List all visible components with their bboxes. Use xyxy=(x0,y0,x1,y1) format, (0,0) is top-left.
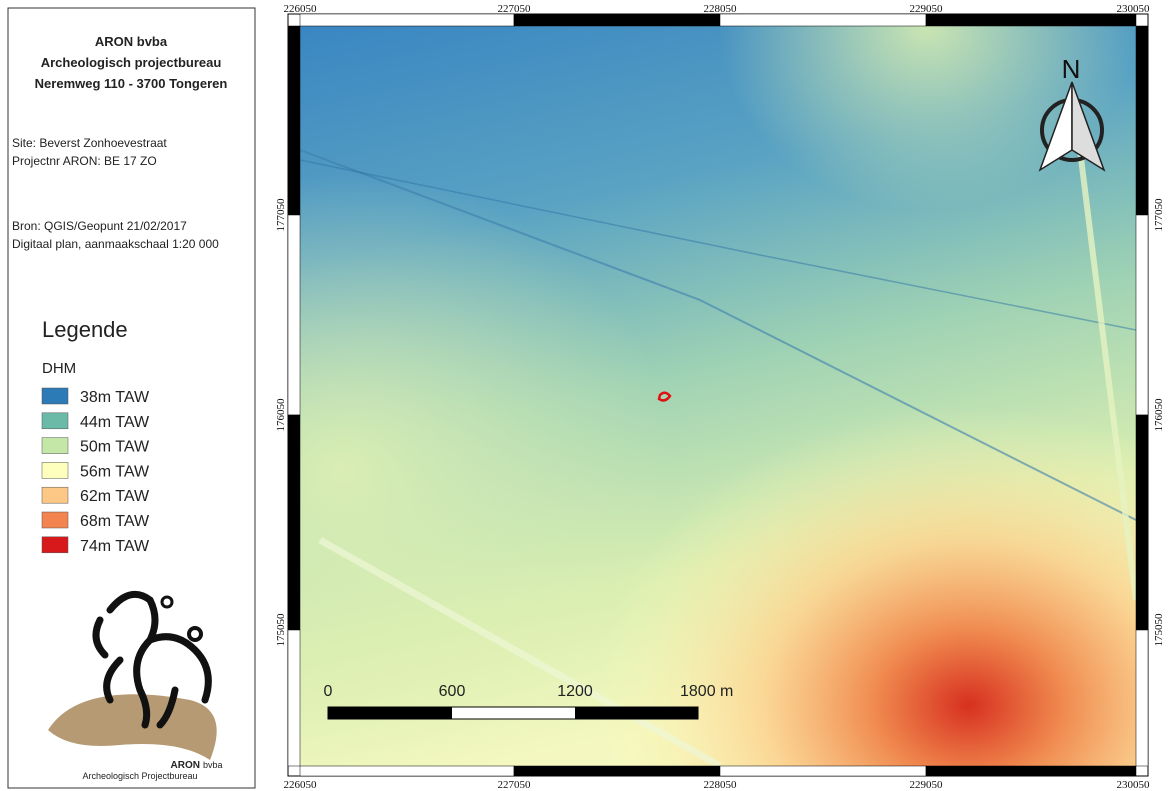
frame-segment xyxy=(287,414,301,631)
x-coordinate: 230050 xyxy=(1117,779,1151,791)
logo-subtitle: Archeologisch Projectbureau xyxy=(82,771,197,781)
legend-layer: DHM xyxy=(42,360,76,377)
project: Projectnr ARON: BE 17 ZO xyxy=(12,154,157,168)
y-coordinate: 177050 xyxy=(1153,198,1165,232)
scale-segment xyxy=(575,707,698,719)
x-coordinate: 229050 xyxy=(910,779,944,791)
site-marker xyxy=(657,391,672,402)
y-coordinate: 175050 xyxy=(275,613,287,647)
legend-items: 38m TAW 44m TAW 50m TAW 56m TAW 62m TAW 68m T… xyxy=(41,387,150,555)
company: ARON bvba xyxy=(95,34,168,49)
frame-segment xyxy=(1135,629,1149,767)
frame-segment xyxy=(287,214,301,416)
logo-dot xyxy=(187,626,203,642)
legend-label: 38m TAW xyxy=(80,389,150,406)
frame-segment xyxy=(299,765,515,777)
scale-label: 1800 m xyxy=(680,683,733,700)
frame-segment xyxy=(299,13,515,27)
road xyxy=(299,149,1137,521)
legend-swatch xyxy=(41,536,69,554)
coordinate-labels: 226050 226050 227050 227050 228050 228050 2290… xyxy=(275,3,1165,791)
info-panel: ARON bvba Archeologisch projectbureau Ne… xyxy=(7,7,256,789)
legend-swatch xyxy=(41,437,69,454)
y-coordinate: 176050 xyxy=(1153,398,1165,432)
legend-label: 56m TAW xyxy=(80,463,150,480)
legend-label: 44m TAW xyxy=(80,414,150,431)
legend-swatch xyxy=(41,462,69,479)
x-coordinate: 227050 xyxy=(498,779,532,791)
frame-segment xyxy=(513,765,721,777)
frame-segment xyxy=(1135,414,1149,631)
x-coordinate: 227050 xyxy=(498,3,532,15)
legend-label: 74m TAW xyxy=(80,538,150,555)
frame-segment xyxy=(1135,214,1149,416)
legend-swatch xyxy=(41,511,69,529)
north-arrow: N xyxy=(1038,54,1106,172)
y-coordinate: 177050 xyxy=(275,198,287,232)
logo-suffix: bvba xyxy=(203,760,223,770)
legend-swatch xyxy=(41,486,69,504)
logo-ground xyxy=(48,694,217,760)
frame-segment xyxy=(719,765,927,777)
y-coordinate: 176050 xyxy=(275,398,287,432)
north-right xyxy=(1071,81,1106,172)
logo-dot xyxy=(160,595,174,609)
x-coordinate: 226050 xyxy=(284,779,318,791)
x-coordinate: 228050 xyxy=(704,3,738,15)
legend-label: 68m TAW xyxy=(80,513,150,530)
logo: ARON bvba Archeologisch Projectbureau xyxy=(48,590,223,781)
source: Bron: QGIS/Geopunt 21/02/2017 xyxy=(12,219,187,233)
legend-swatch xyxy=(41,412,69,430)
scale-label: 0 xyxy=(324,683,333,700)
map: 226050 226050 227050 227050 228050 228050 2290… xyxy=(275,3,1165,791)
x-coordinate: 230050 xyxy=(1117,3,1151,15)
watercourse xyxy=(299,159,1137,331)
x-coordinate: 229050 xyxy=(910,3,944,15)
north-label: N xyxy=(1062,54,1081,84)
frame-segment xyxy=(287,629,301,767)
x-coordinate: 228050 xyxy=(704,779,738,791)
legend-title: Legende xyxy=(42,317,128,342)
road xyxy=(318,536,722,770)
frame-segment xyxy=(719,13,927,27)
frame-segment xyxy=(925,765,1137,777)
logo-name: ARON xyxy=(171,760,200,771)
frame-segment xyxy=(1135,25,1149,216)
legend-label: 50m TAW xyxy=(80,439,150,456)
x-coordinate: 226050 xyxy=(284,3,318,15)
frame-segment xyxy=(513,13,721,27)
scale-label: 1200 xyxy=(557,683,593,700)
frame-segment xyxy=(287,25,301,216)
legend-swatch xyxy=(41,387,69,405)
frame-ticks xyxy=(287,13,1149,777)
scale-segment xyxy=(328,707,452,719)
frame-segment xyxy=(925,13,1137,27)
y-coordinate: 175050 xyxy=(1153,613,1165,647)
scale-bar: 0 600 1200 1800 m xyxy=(324,683,733,720)
road xyxy=(1077,149,1139,601)
site: Site: Beverst Zonhoevestraat xyxy=(12,136,167,150)
department: Archeologisch projectbureau xyxy=(41,55,222,70)
logo-figure xyxy=(92,590,212,729)
scale-label: 600 xyxy=(439,683,466,700)
legend-label: 62m TAW xyxy=(80,488,150,505)
elevation-raster xyxy=(300,26,1136,766)
scale-note: Digitaal plan, aanmaakschaal 1:20 000 xyxy=(12,237,219,251)
address: Neremweg 110 - 3700 Tongeren xyxy=(35,76,228,91)
